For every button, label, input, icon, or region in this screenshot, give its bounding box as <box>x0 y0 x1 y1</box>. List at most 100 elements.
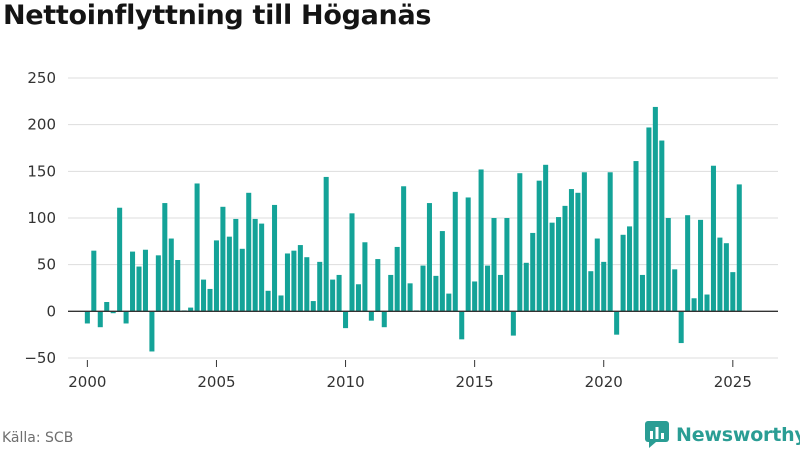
bar <box>614 311 620 335</box>
bar <box>730 272 736 312</box>
bar <box>710 165 716 312</box>
bar <box>265 290 271 312</box>
bar <box>284 253 290 312</box>
bar <box>362 242 368 312</box>
bar <box>123 311 129 324</box>
bar <box>246 192 252 312</box>
bar <box>278 295 284 312</box>
bar <box>452 191 458 312</box>
bar <box>594 238 600 312</box>
bar <box>646 127 652 312</box>
bar <box>110 311 116 314</box>
bar <box>633 161 639 312</box>
bar <box>381 311 387 328</box>
newsworthy-logo-icon <box>645 421 669 448</box>
bar <box>556 217 562 312</box>
bar <box>465 197 471 312</box>
bar <box>349 213 355 312</box>
bar <box>491 218 497 312</box>
bar <box>717 237 723 312</box>
bar <box>568 189 574 312</box>
bar <box>517 173 523 312</box>
bar <box>736 184 742 312</box>
y-tick-label: −50 <box>24 349 56 367</box>
bar <box>581 172 587 312</box>
bar <box>678 311 684 344</box>
bar <box>130 251 136 312</box>
bar <box>149 311 155 352</box>
bar <box>213 240 219 312</box>
bar <box>259 223 265 312</box>
bar <box>310 301 316 312</box>
x-tick-label: 2025 <box>714 373 752 391</box>
bar <box>291 250 297 312</box>
bar <box>459 311 465 340</box>
bar <box>601 261 607 312</box>
bar <box>446 293 452 312</box>
bar <box>104 302 110 312</box>
bar <box>685 215 691 312</box>
bar <box>388 274 394 312</box>
bar <box>433 275 439 312</box>
bar <box>368 311 374 321</box>
brand-name: Newsworthy <box>676 424 800 446</box>
bar <box>497 274 503 312</box>
bar <box>704 294 710 312</box>
bar <box>207 288 213 312</box>
chart-title: Nettoinflyttning till Höganäs <box>3 0 432 31</box>
bar <box>375 259 381 312</box>
y-tick-label: 250 <box>27 69 56 87</box>
bar <box>272 204 278 312</box>
bar <box>168 238 174 312</box>
bar <box>201 279 207 312</box>
bar <box>698 219 704 312</box>
bar <box>659 140 665 312</box>
y-tick-label: 200 <box>27 116 56 134</box>
bar <box>233 218 239 312</box>
bar <box>330 279 336 312</box>
bar <box>323 176 329 312</box>
bar <box>142 249 148 312</box>
source-note: Källa: SCB <box>2 430 74 446</box>
x-tick-label: 2005 <box>197 373 235 391</box>
newsworthy-logo: Newsworthy <box>645 421 800 449</box>
bar <box>504 218 510 312</box>
bar <box>620 234 626 312</box>
bar <box>652 106 658 312</box>
bar <box>155 255 161 312</box>
y-tick-label: 100 <box>27 209 56 227</box>
bar <box>426 203 432 312</box>
bar <box>665 218 671 312</box>
bar <box>136 266 142 312</box>
bar <box>297 245 303 312</box>
bar <box>355 284 361 312</box>
bar <box>691 298 697 312</box>
bar <box>510 311 516 336</box>
bar <box>523 262 529 312</box>
bar <box>639 274 645 312</box>
bar <box>607 172 613 312</box>
bar <box>394 246 400 312</box>
bar <box>472 281 478 312</box>
bar <box>84 311 90 324</box>
bar <box>530 232 536 312</box>
bar <box>252 218 258 312</box>
bar <box>401 186 407 312</box>
bar <box>407 283 413 312</box>
bar <box>317 261 323 312</box>
bar <box>117 207 123 312</box>
bar <box>175 260 181 312</box>
bar <box>485 265 491 312</box>
bar <box>723 243 729 312</box>
bar <box>91 250 97 312</box>
bar <box>162 203 168 312</box>
y-tick-label: 0 <box>46 302 56 320</box>
x-tick-label: 2015 <box>456 373 494 391</box>
bar <box>439 231 445 312</box>
bar <box>562 205 568 312</box>
x-tick-label: 2000 <box>68 373 106 391</box>
x-tick-label: 2020 <box>585 373 623 391</box>
bar <box>188 307 194 312</box>
bar <box>627 226 633 312</box>
